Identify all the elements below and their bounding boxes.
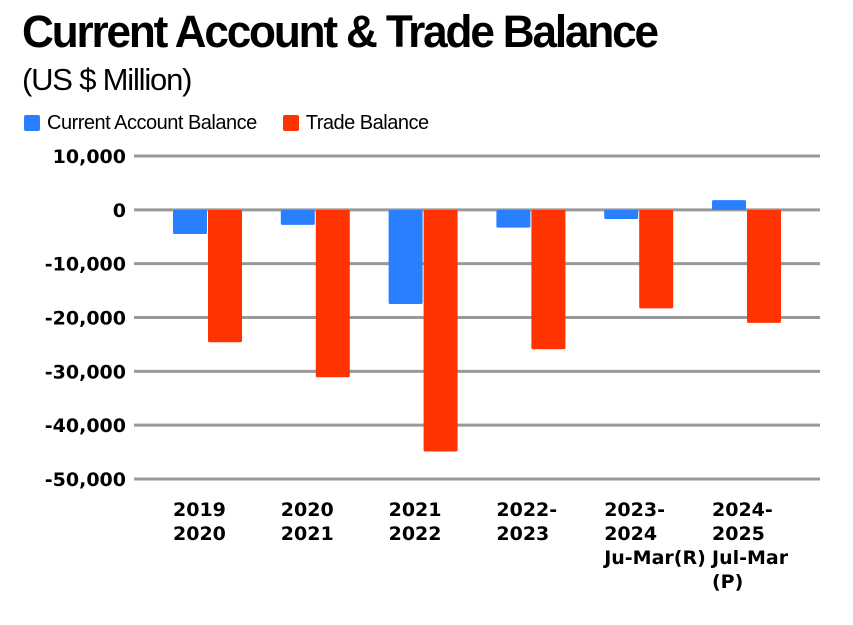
chart-title: Current Account & Trade Balance (22, 6, 659, 57)
x-tick-label: 2020 (173, 523, 226, 545)
legend-item-current-account: Current Account Balance (24, 112, 257, 135)
bar-trade-balance (639, 209, 674, 309)
x-axis: 2019202020202021202120222022-20232023-20… (173, 499, 789, 593)
bar-current-account (280, 209, 315, 225)
y-tick-label: -10,000 (45, 254, 126, 276)
x-tick-label: 2023 (496, 523, 549, 545)
bar-trade-balance (208, 209, 242, 343)
x-tick-label: 2024 (604, 523, 657, 545)
x-tick-label: (P) (712, 571, 743, 593)
x-tick-label: 2021 (281, 523, 334, 545)
x-tick-label: 2024- (712, 499, 773, 521)
legend-label-trade-balance: Trade Balance (305, 111, 429, 134)
bar-current-account (712, 200, 746, 210)
y-tick-label: -20,000 (45, 308, 126, 330)
x-tick-label: Jul-Mar (710, 547, 789, 569)
gridlines (134, 154, 820, 481)
chart-subtitle: (US $ Million) (22, 62, 192, 97)
x-tick-label: 2020 (281, 499, 334, 521)
bar-trade-balance (315, 209, 350, 378)
y-tick-label: 10,000 (53, 146, 126, 168)
y-tick-label: -30,000 (45, 361, 126, 383)
x-tick-label: 2025 (712, 523, 765, 545)
bar-current-account (388, 209, 423, 305)
bar-current-account (604, 209, 639, 219)
x-tick-label: Ju-Mar(R) (602, 547, 706, 569)
y-axis: 10,000 0 -10,000 -20,000 -30,000 -40,000 -50,0… (45, 146, 126, 491)
x-tick-label: 2022- (496, 499, 557, 521)
legend-swatch-current-account (24, 115, 40, 131)
bar-trade-balance (531, 209, 566, 350)
y-tick-label: 0 (113, 200, 126, 222)
x-tick-label: 2021 (389, 499, 442, 521)
bar-current-account (496, 209, 531, 228)
x-tick-label: 2023- (604, 499, 665, 521)
x-tick-label: 2022 (389, 523, 442, 545)
legend-label-current-account: Current Account Balance (47, 111, 257, 134)
legend: Current Account Balance Trade Balance (24, 110, 455, 136)
legend-item-trade-balance: Trade Balance (282, 111, 429, 135)
legend-swatch-trade-balance (282, 115, 299, 131)
bar-current-account (173, 209, 207, 235)
y-tick-label: -40,000 (45, 415, 126, 437)
x-tick-label: 2019 (173, 499, 226, 521)
bar-trade-balance (747, 209, 781, 323)
bar-trade-balance (423, 209, 458, 452)
y-tick-label: -50,000 (45, 469, 126, 491)
bars (173, 200, 781, 452)
